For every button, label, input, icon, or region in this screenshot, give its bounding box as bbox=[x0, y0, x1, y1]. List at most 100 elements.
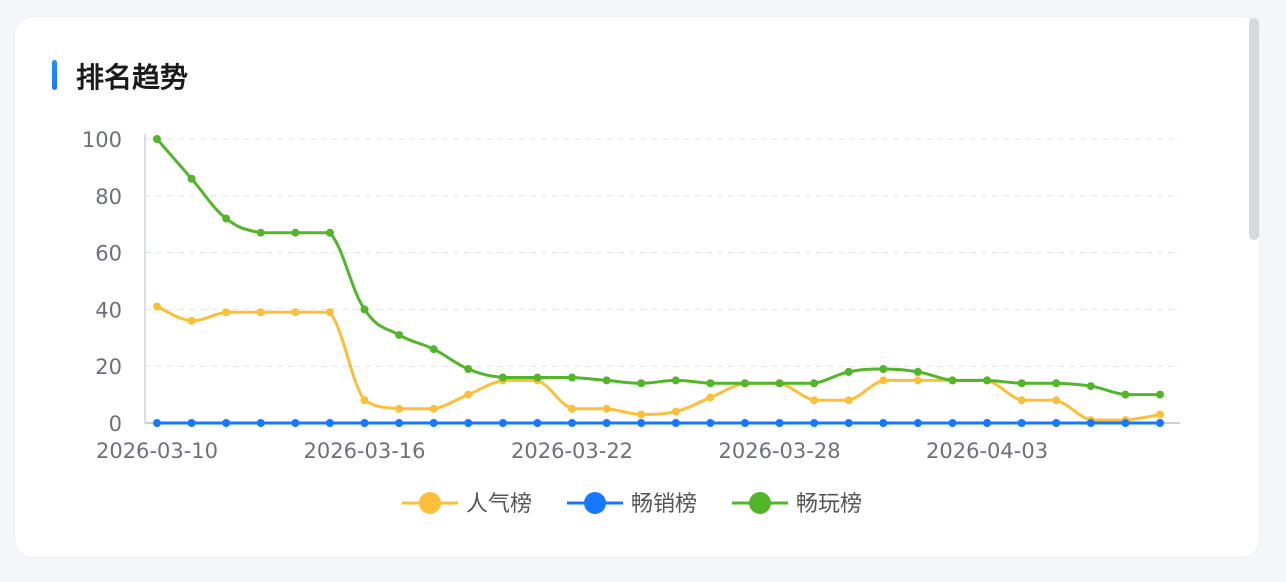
data-point bbox=[395, 330, 404, 339]
data-point bbox=[671, 376, 680, 385]
data-point bbox=[1156, 390, 1164, 399]
data-point bbox=[568, 404, 577, 413]
data-point bbox=[291, 308, 300, 317]
data-point bbox=[533, 373, 542, 382]
data-point bbox=[187, 419, 196, 427]
data-point bbox=[913, 419, 922, 427]
data-point bbox=[498, 373, 507, 382]
data-point bbox=[1156, 419, 1164, 427]
data-point bbox=[637, 419, 646, 427]
data-point bbox=[568, 419, 577, 427]
data-point bbox=[1017, 379, 1026, 388]
data-point bbox=[637, 410, 646, 419]
rank-trend-card bbox=[14, 16, 1260, 558]
data-point bbox=[464, 365, 473, 374]
data-point bbox=[360, 396, 369, 405]
data-point bbox=[153, 135, 161, 143]
series-line-0 bbox=[156, 305, 1161, 422]
y-tick-label: 80 bbox=[95, 185, 122, 209]
data-point bbox=[602, 419, 611, 427]
data-point bbox=[1121, 419, 1130, 427]
data-point bbox=[464, 419, 473, 427]
data-point bbox=[1156, 410, 1164, 419]
data-point bbox=[740, 419, 749, 427]
data-point bbox=[153, 302, 161, 311]
legend-label: 畅销榜 bbox=[631, 492, 697, 517]
data-point bbox=[222, 214, 231, 223]
x-tick-label: 2026-03-28 bbox=[719, 439, 841, 463]
data-point bbox=[291, 228, 300, 237]
data-point bbox=[256, 308, 265, 317]
data-point bbox=[1017, 419, 1026, 427]
vertical-scrollbar[interactable] bbox=[1249, 18, 1259, 240]
data-point bbox=[948, 376, 957, 385]
data-point bbox=[948, 419, 957, 427]
legend-marker bbox=[584, 492, 606, 514]
data-point bbox=[1017, 396, 1026, 405]
y-tick-label: 20 bbox=[95, 355, 122, 379]
series-line-2 bbox=[155, 138, 1160, 397]
y-tick-label: 60 bbox=[95, 242, 122, 266]
data-point bbox=[1086, 382, 1095, 391]
x-tick-label: 2026-03-10 bbox=[96, 439, 218, 463]
data-point bbox=[256, 228, 265, 237]
data-point bbox=[879, 419, 888, 427]
data-point bbox=[360, 419, 369, 427]
legend-marker bbox=[749, 492, 771, 514]
data-point bbox=[429, 404, 438, 413]
data-point bbox=[706, 419, 715, 427]
data-point bbox=[671, 419, 680, 427]
data-point bbox=[637, 379, 646, 388]
data-point bbox=[879, 365, 888, 374]
data-point bbox=[1052, 419, 1061, 427]
y-tick-label: 40 bbox=[95, 298, 122, 322]
x-tick-label: 2026-04-03 bbox=[926, 439, 1048, 463]
data-point bbox=[187, 316, 196, 325]
data-point bbox=[533, 419, 542, 427]
data-point bbox=[983, 376, 992, 385]
data-point bbox=[222, 308, 231, 317]
data-point bbox=[291, 419, 300, 427]
data-point bbox=[740, 379, 749, 388]
data-point bbox=[360, 305, 369, 314]
data-point bbox=[913, 376, 922, 385]
data-point bbox=[395, 404, 404, 413]
data-point bbox=[256, 419, 265, 427]
data-point bbox=[395, 419, 404, 427]
data-point bbox=[775, 379, 784, 388]
data-point bbox=[464, 390, 473, 399]
data-point bbox=[671, 407, 680, 416]
y-tick-label: 0 bbox=[109, 412, 122, 436]
data-point bbox=[775, 419, 784, 427]
data-point bbox=[222, 419, 231, 427]
data-point bbox=[602, 376, 611, 385]
legend-marker bbox=[419, 492, 441, 514]
data-point bbox=[153, 419, 161, 427]
card-title: 排名趋势 bbox=[76, 61, 189, 94]
data-point bbox=[810, 419, 819, 427]
data-point bbox=[187, 174, 196, 183]
data-point bbox=[844, 367, 853, 376]
title-accent-bar bbox=[52, 60, 57, 90]
data-point bbox=[325, 419, 334, 427]
data-point bbox=[498, 419, 507, 427]
data-point bbox=[429, 345, 438, 354]
x-tick-label: 2026-03-22 bbox=[511, 439, 633, 463]
data-point bbox=[810, 396, 819, 405]
data-point bbox=[325, 228, 334, 237]
legend-label: 人气榜 bbox=[466, 492, 532, 517]
legend-label: 畅玩榜 bbox=[796, 492, 862, 517]
data-point bbox=[1121, 390, 1130, 399]
y-tick-label: 100 bbox=[82, 128, 122, 152]
data-point bbox=[325, 308, 334, 317]
data-point bbox=[983, 419, 992, 427]
data-point bbox=[706, 393, 715, 402]
data-point bbox=[1086, 419, 1095, 427]
x-tick-label: 2026-03-16 bbox=[303, 439, 425, 463]
data-point bbox=[429, 419, 438, 427]
data-point bbox=[879, 376, 888, 385]
data-point bbox=[1052, 396, 1061, 405]
data-point bbox=[810, 379, 819, 388]
data-point bbox=[602, 404, 611, 413]
